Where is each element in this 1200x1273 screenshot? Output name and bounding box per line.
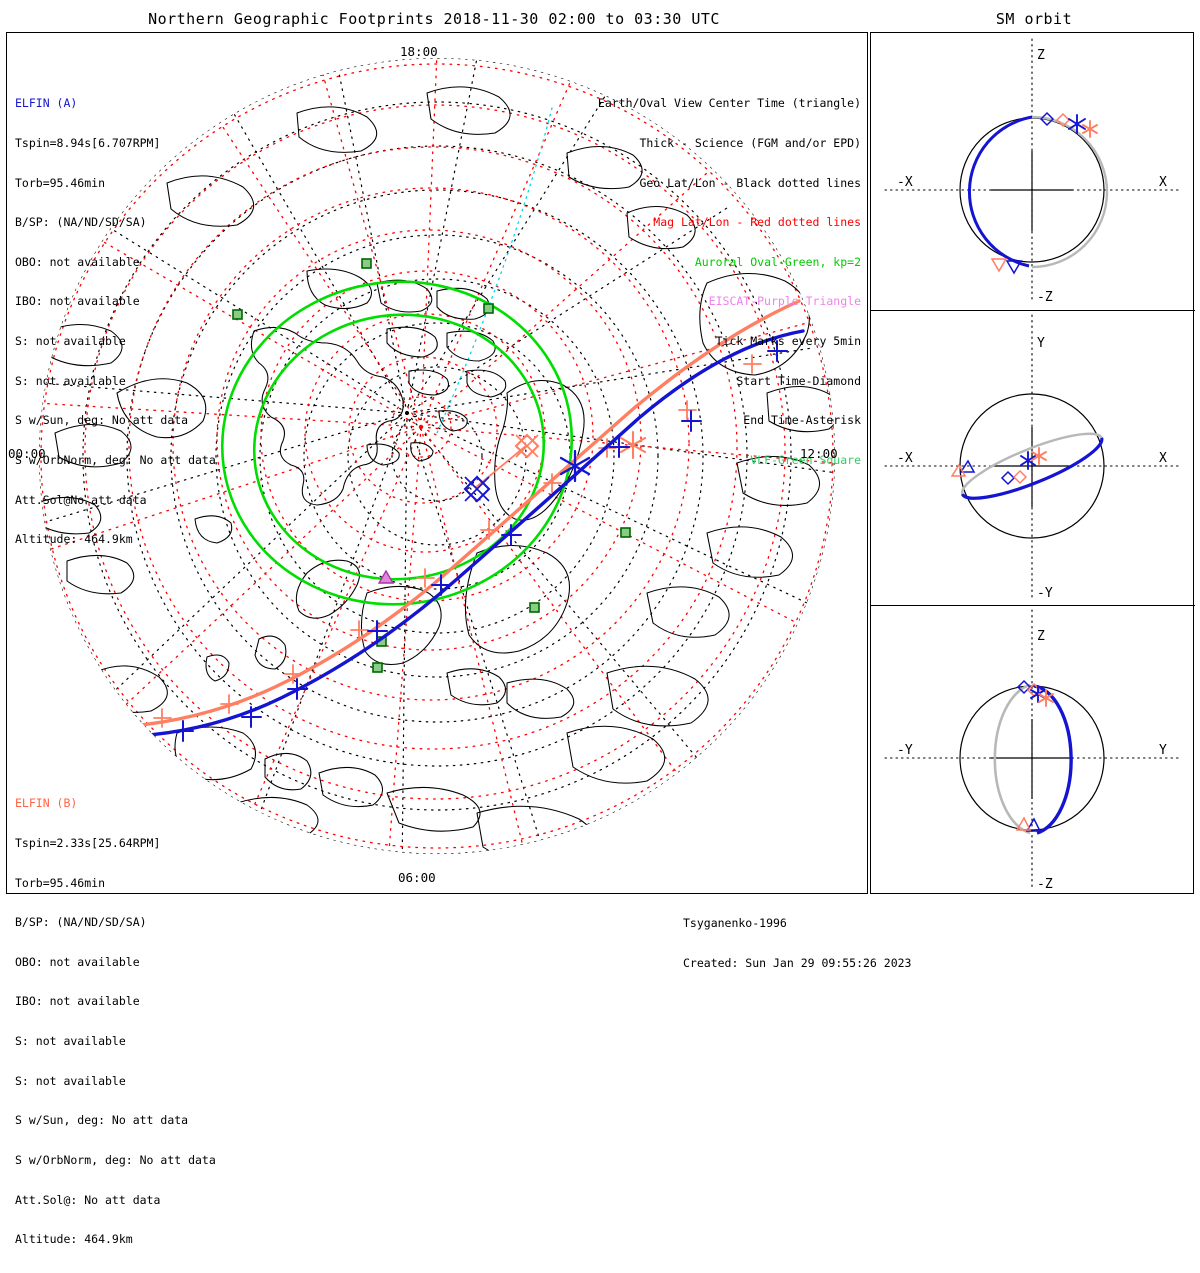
elfin-b-line-7: S w/Sun, deg: No att data [15,1113,189,1128]
legend-line-3: Mag Lat/Lon - Red dotted lines [653,215,861,230]
yz-label-y: Y [1159,743,1167,758]
footprint-map-panel[interactable]: ELFIN (A) Tspin=8.94s[6.707RPM] Torb=95.… [6,32,911,1246]
elfin-a-name: ELFIN (A) [15,96,78,111]
legend-line-8: End Time-Asterisk [743,413,861,428]
page-title: Northern Geographic Footprints 2018-11-3… [148,10,720,28]
elfin-b-line-8: S w/OrbNorm, deg: No att data [15,1152,216,1167]
elfin-b-name: ELFIN (B) [15,796,78,811]
xy-axes [884,314,1180,600]
elfin-b-line-0: Tspin=2.33s[25.64RPM] [15,836,161,851]
sm-orbit-yz-view[interactable]: -Y Y Z -Z [871,606,1195,893]
sm-orbit-xz-view[interactable]: -X X Z -Z [871,33,1195,311]
xz-label-z: Z [1037,48,1045,63]
yz-orbit-visible [1033,684,1073,835]
yz-end-markers [1030,685,1054,707]
vlf-station-marker [232,258,631,673]
legend-line-0: Earth/Oval View Center Time (triangle) [597,96,861,111]
elfin-b-end-marker [619,430,647,460]
xz-label-neg-x: -X [897,175,913,190]
xy-label-y: Y [1037,336,1045,351]
elfin-b-info-block: ELFIN (B) Tspin=2.33s[25.64RPM] Torb=95.… [15,771,216,1273]
elfin-b-track [129,299,801,728]
elfin-a-end-marker [559,449,591,483]
mag-lon-grid [39,58,835,854]
xz-view-center-triangles [990,258,1023,275]
elfin-b-start-marker [474,433,540,489]
elfin-b-line-2: B/SP: (NA/ND/SD/SA) [15,915,147,930]
xz-end-markers [1068,114,1098,138]
map-footer: Tsyganenko-1996 Created: Sun Jan 29 09:5… [683,891,911,997]
xy-end-markers [1020,447,1047,470]
xy-start-markers [1000,469,1028,486]
elfin-b-line-10: Altitude: 464.9km [15,1232,133,1247]
xz-label-neg-z: -Z [1037,290,1053,305]
xz-orbit-visible [967,115,1033,268]
sm-orbit-panel[interactable]: -X X Z -Z [870,32,1195,894]
legend-line-1: Thick - Science (FGM and/or EPD) [639,136,861,151]
yz-orbit-hidden [993,683,1031,835]
map-legend: Earth/Oval View Center Time (triangle) T… [598,71,861,494]
elfin-b-line-6: S: not available [15,1073,126,1088]
xy-orbit-visible [960,437,1104,500]
legend-line-2: Geo Lat/Lon - Black dotted lines [639,175,861,190]
xz-start-markers [1039,111,1071,128]
elfin-a-info-block: ELFIN (A) Tspin=8.94s[6.707RPM] Torb=95.… [15,71,216,573]
elfin-b-line-4: IBO: not available [15,994,140,1009]
xy-label-neg-y: -Y [1037,586,1053,601]
elfin-b-line-5: S: not available [15,1034,126,1049]
elfin-b-line-9: Att.Sol@: No att data [15,1192,161,1207]
sm-orbit-title: SM orbit [995,10,1073,28]
elfin-a-line-1: Torb=95.46min [15,175,106,190]
elfin-a-line-4: IBO: not available [15,294,140,309]
xz-label-x: X [1159,175,1167,190]
elfin-a-line-10: Altitude: 464.9km [15,532,133,547]
elfin-a-line-8: S w/OrbNorm, deg: No att data [15,452,216,467]
elfin-a-line-3: OBO: not available [15,254,140,269]
yz-label-neg-z: -Z [1037,877,1053,892]
elfin-b-line-1: Torb=95.46min [15,875,106,890]
xy-view-center-triangles [950,459,976,477]
legend-line-4: Auroral Oval-Green, kp=2 [694,254,861,269]
legend-line-6: Tick Marks every 5min [715,334,861,349]
figure-root: Northern Geographic Footprints 2018-11-3… [6,10,1195,1246]
elfin-a-line-5: S: not available [15,334,126,349]
xz-orbit-hidden [1031,115,1109,269]
clock-label-top: 18:00 [400,44,438,59]
created-timestamp: Created: Sun Jan 29 09:55:26 2023 [683,956,912,971]
clock-label-left: 00:00 [8,446,46,461]
elfin-a-line-9: Att.Sol@No att data [15,492,147,507]
elfin-a-track [135,329,805,738]
cyan-meridian [436,107,553,434]
clock-label-right: 12:00 [800,446,838,461]
yz-label-z: Z [1037,629,1045,644]
xz-center-cross [991,151,1073,231]
legend-line-7: Start Time-Diamond [736,373,861,388]
clock-label-bottom: 06:00 [398,870,436,885]
elfin-a-line-6: S: not available [15,373,126,388]
legend-line-5: EISCAT-Purple Triangle [708,294,861,309]
elfin-a-line-7: S w/Sun, deg: No att data [15,413,189,428]
legend-line-9: VLF-Green Square [750,452,861,467]
sm-orbit-xy-view[interactable]: -X X Y -Y [871,311,1195,606]
eiscat-station-marker [377,569,395,584]
xy-label-neg-x: -X [897,451,913,466]
xy-center-cross [991,427,1073,507]
polar-map-plot[interactable] [7,33,867,893]
elfin-b-line-3: OBO: not available [15,954,140,969]
yz-center-cross [991,719,1073,799]
elfin-a-line-0: Tspin=8.94s[6.707RPM] [15,136,161,151]
yz-view-center-triangles [1015,816,1042,832]
yz-label-neg-y: -Y [897,743,913,758]
model-name: Tsyganenko-1996 [683,916,787,931]
xz-axes [884,38,1180,302]
elfin-a-start-marker [463,475,491,503]
elfin-a-line-2: B/SP: (NA/ND/SD/SA) [15,215,147,230]
xy-label-x: X [1159,451,1167,466]
